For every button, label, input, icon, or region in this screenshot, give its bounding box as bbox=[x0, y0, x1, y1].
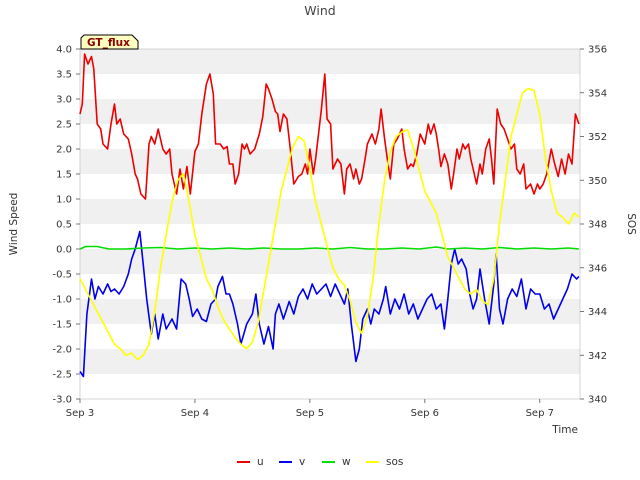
legend-label-w: w bbox=[342, 456, 351, 468]
y2-tick-label: 352 bbox=[588, 132, 607, 143]
x-axis-ticks: Sep 3 Sep 4 Sep 5 Sep 6 Sep 7 bbox=[66, 399, 554, 419]
series-line-sos bbox=[79, 87, 580, 361]
y2-tick-label: 342 bbox=[588, 351, 607, 362]
background-band bbox=[80, 374, 580, 399]
background-band bbox=[80, 224, 580, 249]
y-axis-ticks: -3.0 -2.5 -2.0 -1.5 -1.0 -0.5 0.0 0.5 1.0 1.5 2.0 2… bbox=[52, 45, 80, 406]
background-band bbox=[80, 349, 580, 374]
y-tick-label: 0.5 bbox=[56, 220, 72, 231]
site-label-frame bbox=[80, 34, 139, 50]
y-tick-label: 0.0 bbox=[56, 245, 72, 256]
y2-tick-label: 344 bbox=[588, 307, 607, 318]
legend-label-v: v bbox=[299, 456, 305, 468]
y-tick-label: -2.5 bbox=[52, 370, 72, 381]
y2-axis-label: SOS bbox=[625, 213, 637, 235]
series-line-v bbox=[79, 230, 580, 378]
site-label: GT_flux bbox=[87, 37, 130, 49]
series-lines bbox=[79, 53, 580, 378]
y-tick-label: 4.0 bbox=[56, 45, 72, 56]
y-tick-label: 1.0 bbox=[56, 195, 72, 206]
y2-axis-ticks: 340 342 344 346 348 350 352 354 356 bbox=[580, 45, 607, 406]
x-tick-label: Sep 7 bbox=[526, 408, 554, 419]
y-tick-label: 1.5 bbox=[56, 170, 72, 181]
background-band bbox=[80, 324, 580, 349]
y-tick-label: -3.0 bbox=[52, 395, 72, 406]
background-band bbox=[80, 99, 580, 124]
plot-background-bands bbox=[80, 49, 580, 399]
background-band bbox=[80, 249, 580, 274]
y-tick-label: -0.5 bbox=[52, 270, 72, 281]
x-tick-label: Sep 3 bbox=[66, 408, 94, 419]
legend: u v w sos bbox=[237, 456, 403, 468]
x-tick-label: Sep 6 bbox=[411, 408, 439, 419]
chart-title: Wind bbox=[304, 3, 335, 18]
y2-tick-label: 356 bbox=[588, 45, 607, 56]
background-band bbox=[80, 149, 580, 174]
y-tick-label: -1.0 bbox=[52, 295, 72, 306]
y-tick-label: 2.5 bbox=[56, 120, 72, 131]
x-tick-label: Sep 4 bbox=[181, 408, 209, 419]
y2-tick-label: 340 bbox=[588, 395, 607, 406]
y2-tick-label: 346 bbox=[588, 263, 607, 274]
background-band bbox=[80, 174, 580, 199]
y-tick-label: 2.0 bbox=[56, 145, 72, 156]
x-tick-label: Sep 5 bbox=[296, 408, 324, 419]
background-band bbox=[80, 74, 580, 99]
y2-tick-label: 348 bbox=[588, 220, 607, 231]
site-label-box: GT_flux bbox=[80, 34, 139, 50]
x-axis-label: Time bbox=[551, 424, 578, 436]
background-band bbox=[80, 49, 580, 74]
series-line-u bbox=[79, 53, 580, 200]
y-tick-label: 3.5 bbox=[56, 70, 72, 81]
y-tick-label: -1.5 bbox=[52, 320, 72, 331]
background-band bbox=[80, 199, 580, 224]
y2-tick-label: 354 bbox=[588, 88, 607, 99]
y-tick-label: 3.0 bbox=[56, 95, 72, 106]
legend-label-u: u bbox=[257, 456, 264, 468]
y-axis-label: Wind Speed bbox=[8, 193, 20, 256]
y-tick-label: -2.0 bbox=[52, 345, 72, 356]
y2-tick-label: 350 bbox=[588, 176, 607, 187]
legend-label-sos: sos bbox=[386, 456, 403, 468]
